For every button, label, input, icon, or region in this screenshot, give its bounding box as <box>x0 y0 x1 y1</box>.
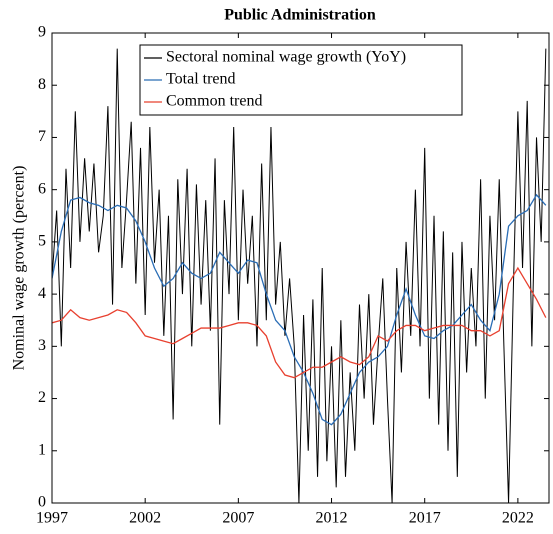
legend-box <box>139 44 463 116</box>
axes-box <box>51 32 550 504</box>
x-tick-label: 1997 <box>36 510 68 527</box>
x-tick-label: 2002 <box>129 510 161 527</box>
y-tick-label: 8 <box>38 76 46 93</box>
legend-label: Common trend <box>166 93 262 110</box>
x-tick-label: 2012 <box>316 510 348 527</box>
y-tick-label: 6 <box>38 180 46 197</box>
series-line <box>52 193 547 426</box>
y-tick-label: 1 <box>38 441 46 458</box>
y-tick-label: 7 <box>38 128 46 145</box>
legend-label: Total trend <box>166 71 236 88</box>
plot-area <box>52 48 547 503</box>
y-tick-label: 4 <box>38 285 46 302</box>
x-tick-label: 2022 <box>502 510 534 527</box>
y-axis-label: Nominal wage growth (percent) <box>11 166 28 371</box>
y-tick-label: 9 <box>38 24 46 41</box>
chart-title: Public Administration <box>224 7 376 24</box>
x-tick-label: 2017 <box>409 510 441 527</box>
y-tick-label: 2 <box>38 389 46 406</box>
x-tick-label: 2007 <box>222 510 254 527</box>
series-line <box>52 48 547 503</box>
y-tick-label: 0 <box>38 494 46 511</box>
y-tick-label: 3 <box>38 337 46 354</box>
series-line <box>52 266 547 379</box>
legend-label: Sectoral nominal wage growth (YoY) <box>166 49 406 66</box>
y-tick-label: 5 <box>38 233 46 250</box>
